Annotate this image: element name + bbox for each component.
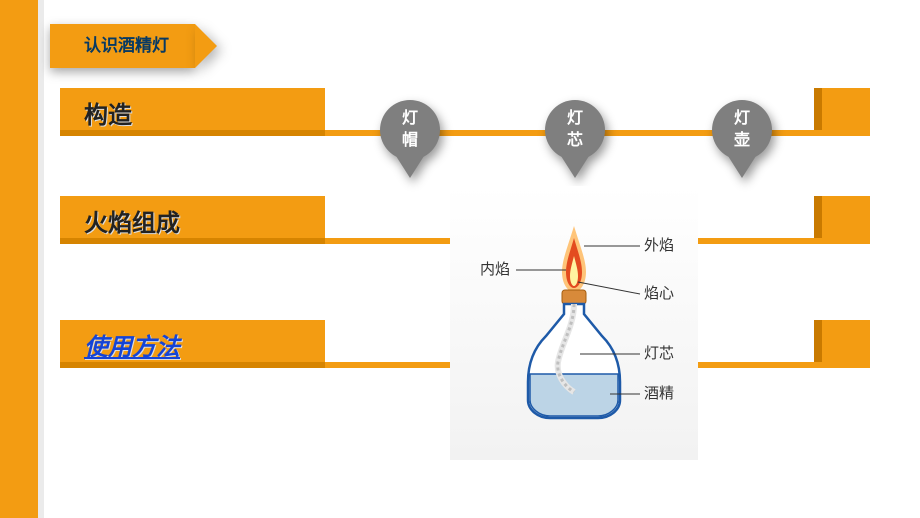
lbl-wick: 灯芯 <box>644 345 674 362</box>
section-label-1: 火焰组成 <box>60 196 325 244</box>
pin-wick-l1: 灯 <box>567 108 583 130</box>
section-understrip-left-0 <box>60 130 325 136</box>
alcohol-lamp-diagram: 外焰 内焰 焰心 灯芯 酒精 <box>450 186 698 460</box>
content-area: 构造 火焰组成 使用方法 灯 帽 灯 芯 灯 壶 <box>60 88 870 458</box>
section-understrip-left-1 <box>60 238 325 244</box>
wick-holder-icon <box>562 290 586 304</box>
section-right-accent-2 <box>822 320 870 368</box>
lbl-flame-core: 焰心 <box>644 285 674 302</box>
liquid-icon <box>530 374 618 416</box>
pin-wick-l2: 芯 <box>567 130 583 152</box>
pin-wick: 灯 芯 <box>545 100 605 160</box>
section-understrip-left-2 <box>60 362 325 368</box>
pin-cap-l2: 帽 <box>402 130 418 152</box>
left-accent-bar <box>0 0 38 518</box>
section-link-usage[interactable]: 使用方法 <box>60 320 325 368</box>
pin-cap-l1: 灯 <box>402 108 418 130</box>
pin-cap: 灯 帽 <box>380 100 440 160</box>
pin-pot-l2: 壶 <box>734 130 750 152</box>
lbl-outer-flame: 外焰 <box>644 237 674 254</box>
section-right-accent-0 <box>822 88 870 136</box>
lbl-alcohol: 酒精 <box>644 385 674 402</box>
section-label-0: 构造 <box>60 88 325 136</box>
pin-pot: 灯 壶 <box>712 100 772 160</box>
page-title-tab: 认识酒精灯 <box>50 24 195 68</box>
page-title: 认识酒精灯 <box>84 36 169 55</box>
lbl-inner-flame: 内焰 <box>480 261 510 278</box>
pin-pot-l1: 灯 <box>734 108 750 130</box>
section-right-accent-1 <box>822 196 870 244</box>
